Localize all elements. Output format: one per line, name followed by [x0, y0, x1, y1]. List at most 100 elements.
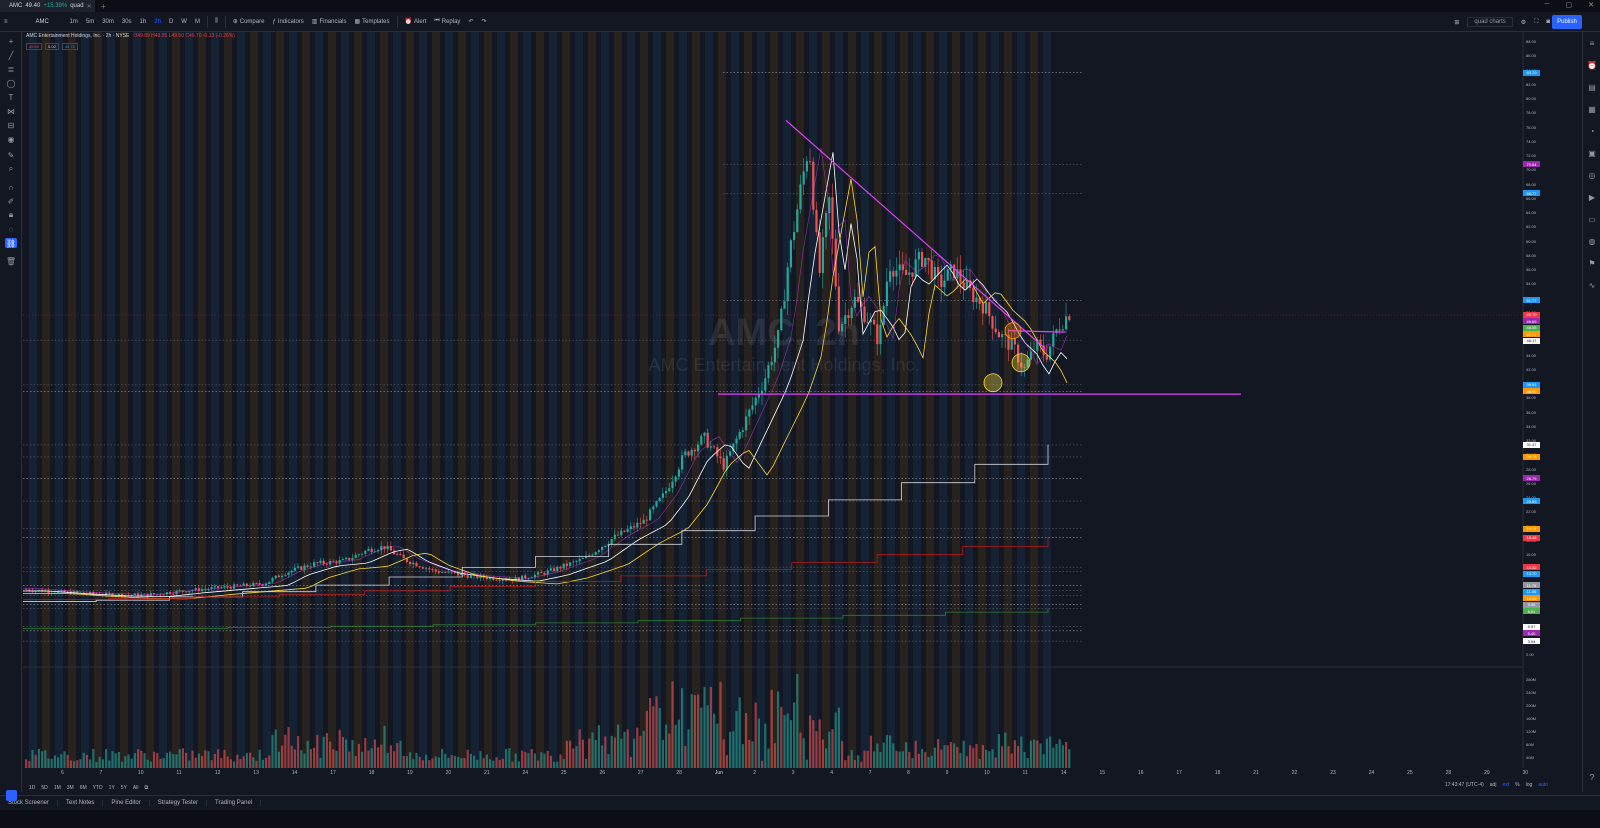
ideas-icon[interactable]: ◎	[1588, 170, 1596, 180]
volume-bar	[956, 747, 959, 768]
hide-icon[interactable]: ◌	[8, 224, 14, 234]
volume-bar	[242, 756, 245, 768]
publish-button[interactable]: Publish	[1552, 15, 1582, 29]
auto-toggle[interactable]: auto	[1538, 782, 1548, 788]
tab-stock-screener[interactable]: Stock Screener	[0, 800, 59, 806]
volume-bar	[213, 753, 216, 768]
range-1y[interactable]: 1Y	[108, 784, 115, 791]
range-5y[interactable]: 5Y	[120, 784, 127, 791]
browser-tab-amc[interactable]: AMC 49.40 +15.39% quad ✕	[0, 0, 95, 12]
streams-icon[interactable]: ▶	[1588, 192, 1596, 202]
trash-icon[interactable]: 🗑︎	[5, 256, 17, 266]
menu-icon[interactable]: ≡	[4, 18, 8, 25]
brush-icon[interactable]: ✎	[7, 150, 15, 160]
range-1m[interactable]: 1M	[53, 784, 61, 791]
volume-bar	[393, 751, 396, 768]
chat-icon[interactable]: ▭	[1588, 214, 1596, 224]
session-band	[718, 32, 726, 768]
interval-5m[interactable]: 5m	[85, 18, 95, 25]
close-window-icon[interactable]: ✕	[1588, 2, 1594, 9]
shapes-icon[interactable]: ◯	[6, 78, 16, 88]
order-panel-icon[interactable]: ⚑	[1588, 258, 1596, 268]
help-icon[interactable]: ?	[1589, 772, 1595, 782]
range-ytd[interactable]: YTD	[92, 784, 103, 791]
indicators-button[interactable]: ƒ Indicators	[268, 12, 307, 32]
eye-icon[interactable]: ◉	[7, 134, 15, 144]
settings-icon[interactable]: ⚙	[1520, 19, 1527, 26]
calendar-icon[interactable]: ◔	[1589, 126, 1595, 136]
log-toggle[interactable]: log	[1525, 782, 1533, 788]
magnet-icon[interactable]: ∩	[8, 182, 14, 192]
text-icon[interactable]: T	[8, 92, 14, 102]
crosshair-icon[interactable]: +	[8, 36, 14, 46]
tab-pine-editor[interactable]: Pine Editor	[103, 800, 150, 806]
zoom-icon[interactable]: ⌕	[8, 164, 14, 173]
candle-body	[242, 583, 245, 586]
alerts-icon[interactable]: ⏰	[1587, 60, 1597, 70]
camera-icon[interactable]: ◙	[1546, 19, 1550, 25]
ext-toggle[interactable]: ext	[1502, 782, 1510, 788]
price-label: 3.94	[1523, 638, 1540, 645]
close-tab-icon[interactable]: ✕	[86, 3, 92, 10]
redo-icon[interactable]: ↷	[481, 19, 487, 25]
volume-bar	[313, 747, 316, 768]
replay-label: Replay	[441, 18, 461, 25]
range-3m[interactable]: 3M	[66, 784, 74, 791]
link-icon[interactable]: ⛓︎	[5, 238, 17, 248]
interval-1m[interactable]: 1m	[69, 18, 78, 25]
adj-toggle[interactable]: adj	[1489, 782, 1497, 788]
pattern-icon[interactable]: ⋈	[7, 106, 15, 116]
volume-bar	[1017, 745, 1020, 768]
alert-button[interactable]: ⏰ Alert	[401, 12, 431, 32]
news-icon[interactable]: ▣	[1588, 148, 1596, 158]
hotlist-icon[interactable]: ▦	[1588, 104, 1596, 114]
pulse-icon[interactable]: ∿	[1588, 280, 1596, 290]
candle-body	[623, 530, 626, 532]
interval-1h[interactable]: 1h	[139, 18, 147, 25]
minimize-icon[interactable]: ─	[1544, 1, 1550, 8]
data-window-icon[interactable]: ▤	[1588, 82, 1596, 92]
templates-button[interactable]: ▦ Templates	[350, 12, 393, 32]
fib-icon[interactable]: ≣	[7, 64, 15, 74]
undo-icon[interactable]: ↶	[468, 19, 474, 25]
measure-icon[interactable]: ⊟	[7, 120, 15, 130]
chart-type-icon[interactable]: ⫼	[214, 18, 218, 24]
maximize-icon[interactable]: ▢	[1565, 2, 1573, 9]
trend-line-icon[interactable]: ╱	[8, 50, 14, 60]
interval-d[interactable]: D	[168, 18, 174, 25]
range-all[interactable]: All	[132, 784, 139, 791]
percent-toggle[interactable]: %	[1515, 782, 1520, 788]
tab-trading-panel[interactable]: Trading Panel	[207, 800, 262, 806]
range-1d[interactable]: 1D	[29, 784, 36, 791]
tab-text-notes[interactable]: Text Notes	[58, 800, 104, 806]
time-axis[interactable]: 6 7 10 11 12 13 14 17 18 19 20 21 24 25 26 27 28 Jun 2 3 4 7 8…	[23, 768, 1548, 780]
volume-bar	[889, 735, 892, 768]
tab-strategy-tester[interactable]: Strategy Tester	[150, 800, 207, 806]
financials-button[interactable]: ▥ Financials	[308, 12, 351, 32]
volume-bar	[300, 750, 303, 768]
replay-button[interactable]: ⏮ Replay	[430, 12, 464, 32]
lock-icon[interactable]: 🔒︎	[8, 210, 14, 219]
watchlist-icon[interactable]: ≡	[1589, 38, 1595, 48]
interval-w[interactable]: W	[181, 18, 187, 25]
stay-drawing-icon[interactable]: ✐	[7, 196, 15, 206]
fullscreen-icon[interactable]: ⛶	[1534, 18, 1539, 25]
layout-grid-icon[interactable]: ⊞	[1454, 19, 1460, 26]
chart-legend: AMC Entertainment Holdings, Inc. · 2h · …	[26, 33, 235, 39]
new-tab-icon[interactable]: +	[101, 1, 106, 11]
notifications-icon[interactable]: ◍	[1588, 236, 1596, 246]
interval-2h[interactable]: 2h	[154, 18, 161, 25]
price-chart[interactable]	[23, 32, 1548, 780]
interval-m[interactable]: M	[194, 18, 200, 25]
tradingview-badge-icon[interactable]	[6, 790, 17, 801]
layout-selector[interactable]: quad charts	[1467, 17, 1513, 27]
range-6m[interactable]: 6M	[79, 784, 87, 791]
compare-button[interactable]: ⊕ Compare	[229, 12, 269, 32]
volume-bar	[716, 723, 719, 768]
goto-date-icon[interactable]: ⧉	[144, 784, 149, 791]
interval-30m[interactable]: 30m	[102, 18, 114, 25]
interval-30s[interactable]: 30s	[121, 18, 132, 25]
range-5d[interactable]: 5D	[41, 784, 48, 791]
volume-bar	[751, 741, 754, 768]
symbol-search-button[interactable]: AMC	[35, 18, 49, 25]
